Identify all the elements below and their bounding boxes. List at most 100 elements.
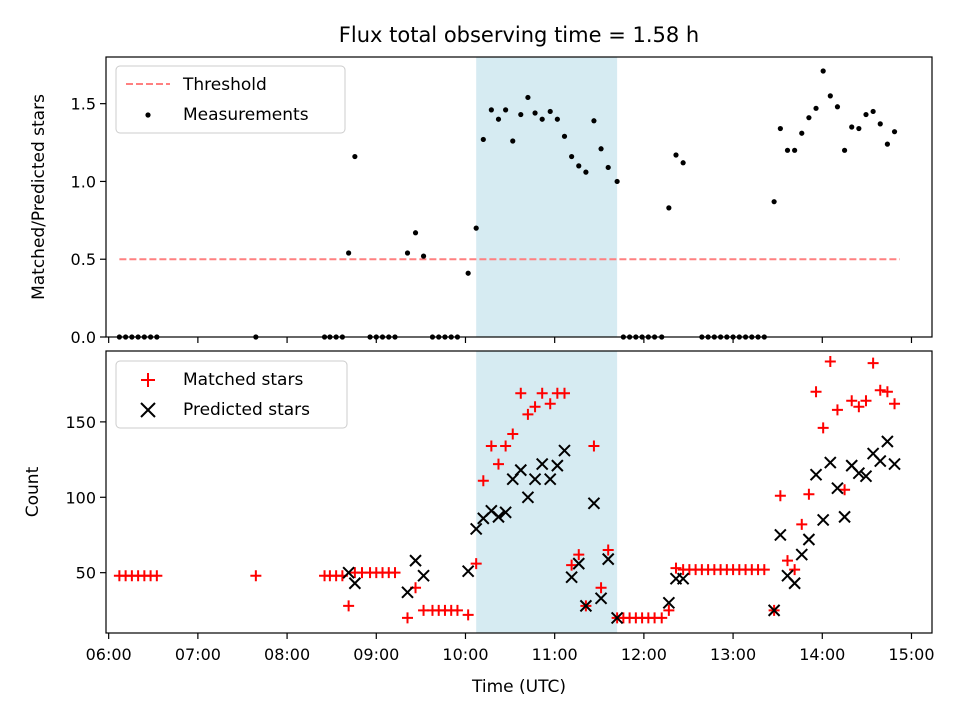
predicted-star-point [888, 457, 901, 471]
predicted-star-point [852, 466, 866, 480]
matched-star-point [485, 440, 497, 452]
measurement-point [806, 115, 812, 121]
measurement-point [591, 118, 597, 124]
predicted-star-point [528, 472, 542, 486]
predicted-star-point [535, 457, 549, 471]
predicted-star-point [514, 463, 527, 477]
measurement-point [539, 116, 545, 122]
measurement-point [820, 68, 826, 74]
x-tick-label: 11:00 [532, 645, 578, 664]
predicted-star-point [874, 454, 887, 468]
top-legend: Threshold Measurements [115, 65, 346, 134]
matched-star-point [492, 458, 504, 470]
measurement-point [813, 105, 819, 111]
predicted-star-point [461, 564, 475, 578]
x-tick-label: 13:00 [710, 645, 756, 664]
bottom-plot-frame [105, 350, 933, 634]
matched-star-point [451, 604, 463, 616]
predicted-star-point [838, 510, 851, 524]
matched-star-point [477, 475, 489, 487]
predicted-star-point [816, 513, 830, 527]
chart-title: Flux total observing time = 1.58 h [339, 23, 699, 47]
x-tick-label: 07:00 [175, 645, 221, 664]
measurement-point [561, 133, 568, 139]
predicted-star-point [824, 456, 837, 469]
predicted-star-point [795, 548, 808, 561]
matched-star-point [656, 612, 668, 624]
predicted-star-point [767, 604, 781, 617]
measurement-point [777, 125, 783, 132]
matched-star-point [881, 386, 893, 398]
top-plot-frame [105, 56, 933, 338]
measurement-point [583, 169, 589, 175]
matched-star-point [401, 612, 413, 624]
bot-y-tick-label: 50 [76, 564, 96, 583]
measurement-point [856, 125, 862, 132]
measurement-point [841, 147, 848, 153]
bottom-legend: Matched stars Predicted stars [115, 360, 348, 429]
top-y-tick-label: 1.5 [71, 95, 96, 114]
matched-star-point [817, 422, 829, 434]
predicted-star-point [342, 566, 355, 579]
legend-matched-swatch [141, 373, 155, 387]
matched-star-point [889, 398, 901, 410]
measurement-point [891, 129, 898, 135]
bottom-panel: 06:00 07:00 08:00 09:00 10:00 11:00 12:00 13:00… [23, 350, 935, 697]
bot-y-tick-label: 100 [65, 488, 96, 507]
matched-star-point [250, 570, 262, 582]
x-tick-label: 08:00 [264, 645, 310, 664]
measurement-point [863, 111, 869, 118]
predicted-star-point [469, 522, 483, 536]
measurement-point [404, 250, 411, 256]
legend-measurements-label: Measurements [183, 105, 309, 125]
predicted-star-point [881, 435, 894, 448]
predicted-star-point [662, 596, 676, 610]
matched-star-point [853, 401, 865, 413]
matched-star-point [470, 558, 482, 570]
legend-predicted-swatch [140, 402, 156, 418]
predicted-star-point [676, 572, 690, 585]
matched-star-point [573, 549, 585, 561]
measurement-point [352, 153, 358, 160]
predicted-star-point [409, 554, 422, 567]
x-tick-label: 15:00 [888, 645, 934, 664]
measurement-point [666, 205, 672, 211]
x-tick-label: 06:00 [86, 645, 132, 664]
top-y-axis-label: Matched/Predicted stars [29, 94, 49, 300]
bottom-x-ticks: 06:00 07:00 08:00 09:00 10:00 11:00 12:00 13:00… [86, 633, 935, 664]
bot-y-tick-label: 150 [65, 413, 96, 432]
measurement-point [495, 116, 502, 122]
legend-threshold-label: Threshold [182, 75, 267, 95]
matched-star-point [602, 544, 614, 556]
measurement-point [680, 160, 686, 166]
measurement-point [598, 146, 604, 152]
matched-star-point [839, 484, 851, 496]
matched-star-point [867, 357, 879, 369]
x-tick-label: 10:00 [442, 645, 488, 664]
legend-measurements-swatch [145, 112, 151, 118]
matched-star-point [544, 398, 556, 410]
top-shaded-span [476, 57, 618, 337]
matched-star-point [781, 555, 793, 567]
measurement-point [605, 164, 611, 171]
measurement-point [827, 93, 833, 99]
predicted-star-point [551, 459, 564, 472]
predicted-star-point [802, 533, 816, 546]
measurement-point [503, 107, 509, 113]
matched-star-point [824, 356, 836, 368]
top-panel: 0.0 0.5 1.0 1.5 Matched/Predicted stars Thr… [29, 56, 933, 347]
measurement-point [554, 116, 560, 122]
measurement-point [877, 121, 883, 127]
predicted-star-point [558, 444, 571, 457]
measurement-point [480, 136, 486, 143]
matched-star-point [663, 604, 675, 616]
predicted-star-point [610, 611, 624, 625]
x-tick-label: 09:00 [353, 645, 399, 664]
measurement-point [834, 104, 841, 110]
predicted-star-point [565, 570, 578, 584]
top-y-tick-label: 1.0 [71, 172, 96, 191]
legend-predicted-label: Predicted stars [183, 400, 310, 420]
predicted-star-point [788, 577, 801, 590]
measurement-point [465, 270, 471, 276]
